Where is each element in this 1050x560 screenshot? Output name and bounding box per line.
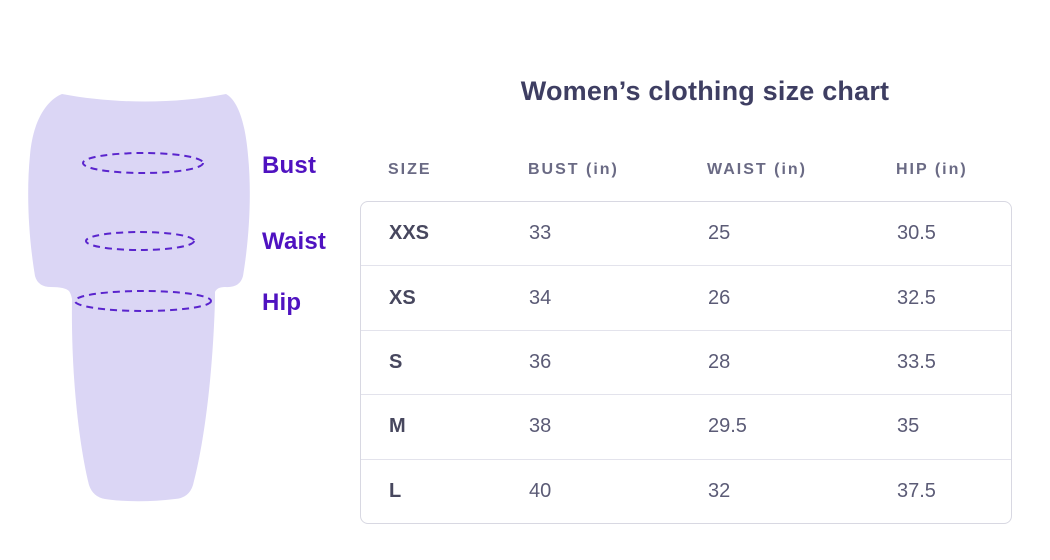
waist-cell: 32 — [708, 479, 731, 502]
header-waist: WAIST (in) — [707, 161, 807, 178]
bust-measurement-line — [82, 152, 204, 174]
table-row: S 36 28 33.5 — [361, 329, 1011, 394]
header-hip: HIP (in) — [896, 161, 968, 178]
hip-measurement-line — [74, 290, 212, 312]
bust-cell: 36 — [529, 351, 552, 374]
size-chart-table: XXS 33 25 30.5 XS 34 26 32.5 S 36 28 33.… — [360, 201, 1012, 524]
hip-cell: 37.5 — [897, 479, 936, 502]
waist-cell: 29.5 — [708, 415, 747, 438]
waist-cell: 26 — [708, 286, 731, 309]
table-row: L 40 32 37.5 — [361, 458, 1011, 523]
bust-cell: 33 — [529, 222, 552, 245]
dress-illustration — [28, 94, 250, 502]
size-cell: XXS — [389, 222, 430, 245]
size-cell: XS — [389, 286, 416, 309]
hip-label: Hip — [262, 289, 302, 316]
hip-cell: 30.5 — [897, 222, 936, 245]
waist-label: Waist — [262, 228, 327, 255]
table-row: XXS 33 25 30.5 — [361, 202, 1011, 265]
size-cell: M — [389, 415, 406, 438]
bust-cell: 34 — [529, 286, 552, 309]
size-cell: S — [389, 351, 403, 374]
header-size: SIZE — [388, 161, 432, 178]
table-row: XS 34 26 32.5 — [361, 265, 1011, 329]
dress-silhouette — [28, 94, 250, 502]
page-title: Women’s clothing size chart — [520, 76, 890, 106]
bust-cell: 38 — [529, 415, 552, 438]
size-cell: L — [389, 479, 402, 502]
table-row: M 38 29.5 35 — [361, 394, 1011, 458]
waist-measurement-line — [85, 231, 195, 251]
bust-label: Bust — [262, 152, 317, 179]
hip-cell: 35 — [897, 415, 920, 438]
waist-cell: 25 — [708, 222, 731, 245]
waist-cell: 28 — [708, 351, 731, 374]
table-header-row: SIZE BUST (in) WAIST (in) HIP (in) — [360, 155, 1012, 185]
hip-cell: 32.5 — [897, 286, 936, 309]
bust-cell: 40 — [529, 479, 552, 502]
hip-cell: 33.5 — [897, 351, 936, 374]
header-bust: BUST (in) — [528, 161, 619, 178]
